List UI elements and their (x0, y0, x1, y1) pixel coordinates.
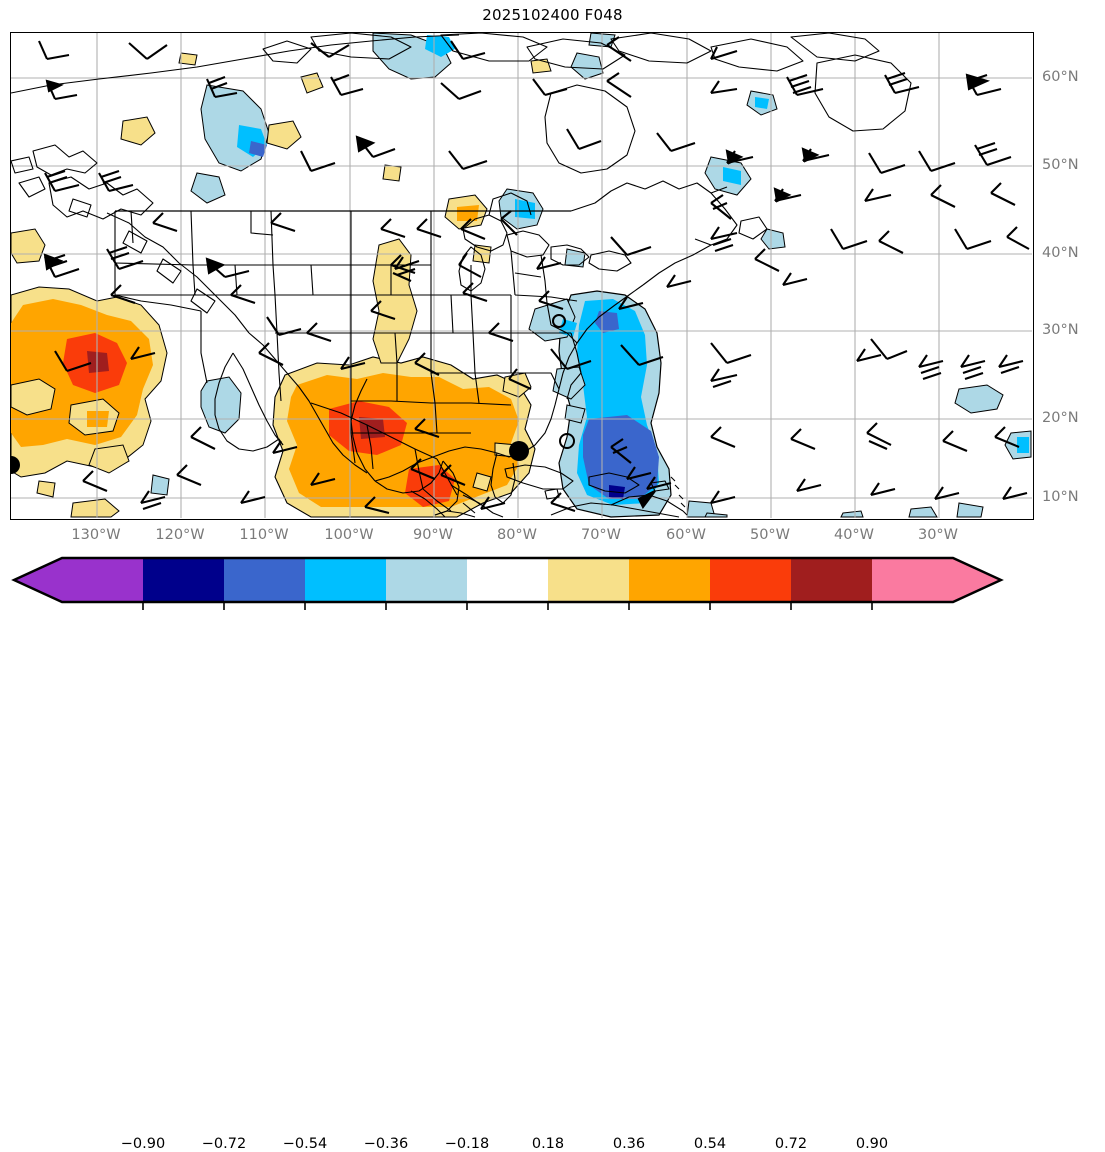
colorbar-under-arrow (14, 558, 62, 602)
colorbar-band-1 (143, 558, 224, 602)
colorbar-tick-label-5: 0.18 (531, 1136, 565, 1152)
colorbar-tick-label-2: −0.54 (282, 1136, 328, 1152)
colorbar-tick-label-7: 0.54 (693, 1136, 727, 1152)
colorbar-band-7 (629, 558, 710, 602)
colorbar-band-9 (791, 558, 872, 602)
lon-tick-130w: 130°W (71, 527, 121, 543)
colorbar-band-0 (62, 558, 143, 602)
colorbar-tick-label-8: 0.72 (774, 1136, 808, 1152)
colorbar-band-3 (305, 558, 386, 602)
colorbar-band-10 (872, 558, 953, 602)
lon-tick-120w: 120°W (155, 527, 205, 543)
lon-tick-30w: 30°W (917, 527, 959, 543)
lat-tick-50n: 50°N (1042, 157, 1079, 173)
lon-tick-40w: 40°W (833, 527, 875, 543)
colorbar-band-6 (548, 558, 629, 602)
lat-tick-60n: 60°N (1042, 69, 1079, 85)
colorbar-tick-label-3: −0.36 (363, 1136, 409, 1152)
colorbar-tick-label-1: −0.72 (201, 1136, 247, 1152)
lon-tick-60w: 60°W (665, 527, 707, 543)
lon-tick-80w: 80°W (496, 527, 538, 543)
lon-tick-110w: 110°W (239, 527, 289, 543)
shading-positive (11, 52, 552, 518)
colorbar-over-arrow (953, 558, 1001, 602)
lon-tick-70w: 70°W (580, 527, 622, 543)
lat-tick-30n: 30°N (1042, 322, 1079, 338)
lon-tick-100w: 100°W (324, 527, 374, 543)
colorbar-canvas (11, 556, 1004, 610)
colorbar-tick-label-6: 0.36 (612, 1136, 646, 1152)
colorbar-tick-label-9: 0.90 (855, 1136, 889, 1152)
colorbar-tick-label-0: −0.90 (120, 1136, 166, 1152)
colorbar-bands (14, 558, 1001, 602)
lon-tick-50w: 50°W (749, 527, 791, 543)
colorbar-band-4 (386, 558, 467, 602)
page-title: 2025102400 F048 (482, 6, 623, 24)
lat-tick-40n: 40°N (1042, 245, 1079, 261)
map-plot-area[interactable] (10, 32, 1034, 520)
wind-barbs (11, 36, 1030, 515)
colorbar-outline (11, 556, 1004, 604)
colorbar-band-8 (710, 558, 791, 602)
colorbar-band-5 (467, 558, 548, 602)
colorbar-tick-label-4: −0.18 (444, 1136, 490, 1152)
colorbar-band-2 (224, 558, 305, 602)
coastlines-and-borders (11, 33, 912, 518)
colorbar[interactable]: −0.90 −0.72 −0.54 −0.36 −0.18 0.18 0.36 … (0, 550, 1105, 1152)
colorbar-ticks (142, 602, 873, 610)
map-canvas (11, 33, 1032, 518)
lon-tick-90w: 90°W (412, 527, 454, 543)
graticule (11, 33, 1032, 518)
lat-tick-10n: 10°N (1042, 489, 1079, 505)
lat-tick-20n: 20°N (1042, 410, 1079, 426)
shading-negative (150, 33, 1032, 518)
